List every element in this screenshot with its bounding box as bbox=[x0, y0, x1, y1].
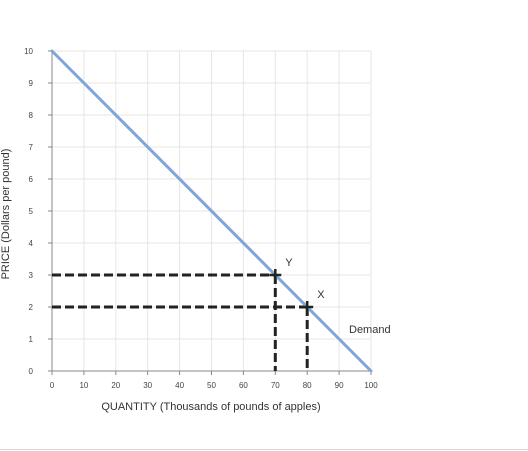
x-tick-label-20: 20 bbox=[111, 381, 120, 390]
x-tick-label-50: 50 bbox=[207, 381, 216, 390]
y-tick-label-6: 6 bbox=[29, 175, 34, 184]
series-line-demand bbox=[50, 49, 373, 373]
y-tick-label-7: 7 bbox=[29, 143, 34, 152]
y-tick-label-5: 5 bbox=[29, 207, 34, 216]
x-tick-label-10: 10 bbox=[79, 381, 88, 390]
x-tick-label-80: 80 bbox=[303, 381, 312, 390]
x-tick-label-70: 70 bbox=[271, 381, 280, 390]
y-tick-label-9: 9 bbox=[29, 79, 34, 88]
x-tick-label-60: 60 bbox=[239, 381, 248, 390]
point-label-y: Y bbox=[285, 257, 293, 269]
x-tick-label-0: 0 bbox=[50, 381, 55, 390]
series-group: Demand bbox=[50, 49, 391, 373]
x-tick-label-30: 30 bbox=[143, 381, 152, 390]
x-tick-label-90: 90 bbox=[335, 381, 344, 390]
y-tick-label-2: 2 bbox=[29, 303, 34, 312]
y-tick-label-3: 3 bbox=[29, 271, 34, 280]
y-tick-label-8: 8 bbox=[29, 111, 34, 120]
x-tick-label-100: 100 bbox=[364, 381, 378, 390]
dashed-guides bbox=[52, 273, 309, 371]
y-axis-label: PRICE (Dollars per pound) bbox=[0, 149, 12, 280]
y-tick-label-10: 10 bbox=[24, 47, 33, 56]
series-label-demand: Demand bbox=[349, 324, 391, 336]
y-tick-label-1: 1 bbox=[29, 335, 34, 344]
x-tick-labels: 0 10 20 30 40 50 60 70 80 90 100 bbox=[50, 381, 378, 390]
x-axis-label: QUANTITY (Thousands of pounds of apples) bbox=[101, 401, 320, 413]
y-tick-label-4: 4 bbox=[29, 239, 34, 248]
bottom-divider bbox=[0, 449, 528, 450]
x-tick-label-40: 40 bbox=[175, 381, 184, 390]
point-markers: YX bbox=[269, 257, 325, 313]
axes bbox=[48, 50, 372, 375]
point-label-x: X bbox=[317, 289, 325, 301]
y-tick-label-0: 0 bbox=[29, 367, 34, 376]
y-tick-labels: 0 1 2 3 4 5 6 7 8 9 10 bbox=[24, 47, 33, 376]
